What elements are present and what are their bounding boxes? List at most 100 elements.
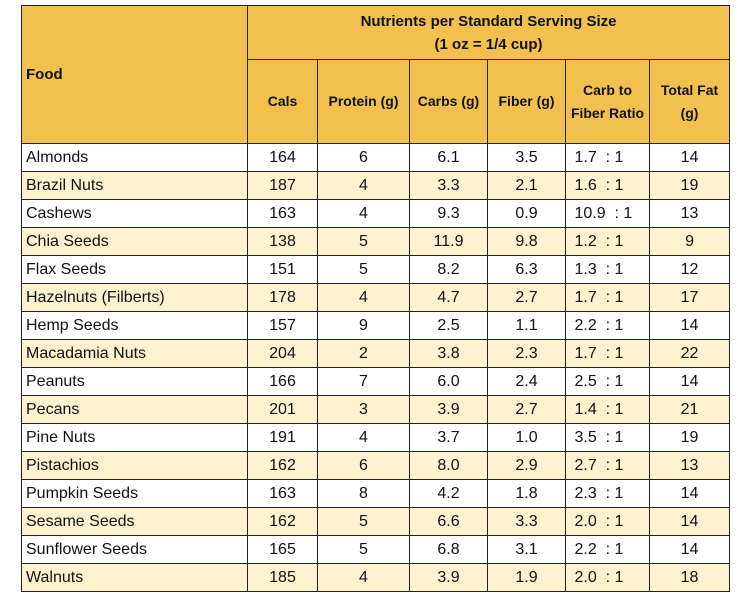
ratio-cell: 2.7 : 1 bbox=[574, 456, 624, 474]
fiber-cell: 2.3 bbox=[487, 339, 566, 368]
fiber-cell: 2.1 bbox=[487, 171, 566, 200]
carbs-cell: 8.0 bbox=[409, 451, 488, 480]
protein-cell: 5 bbox=[317, 255, 410, 284]
table-row: Pine Nuts 191 4 3.7 1.0 3.5 : 1 19 bbox=[21, 423, 731, 452]
ratio-cell-wrap: 3.5 : 1 bbox=[565, 423, 650, 452]
fat-cell: 9 bbox=[648, 227, 731, 256]
food-cell: Brazil Nuts bbox=[21, 171, 248, 200]
protein-cell: 5 bbox=[317, 227, 410, 256]
table-row: Pumpkin Seeds 163 8 4.2 1.8 2.3 : 1 14 bbox=[21, 479, 731, 508]
ratio-cell-wrap: 2.0 : 1 bbox=[565, 563, 650, 592]
carbs-cell: 6.8 bbox=[409, 535, 488, 564]
protein-cell: 7 bbox=[317, 367, 410, 396]
cals-column-header: Cals bbox=[247, 59, 318, 144]
ratio-cell-wrap: 2.7 : 1 bbox=[565, 451, 650, 480]
cals-cell: 166 bbox=[247, 367, 318, 396]
ratio-cell: 1.7 : 1 bbox=[574, 288, 624, 306]
protein-cell: 5 bbox=[317, 535, 410, 564]
ratio-cell-wrap: 2.5 : 1 bbox=[565, 367, 650, 396]
cals-cell: 163 bbox=[247, 479, 318, 508]
fat-cell: 14 bbox=[648, 535, 731, 564]
table-row: Pistachios 162 6 8.0 2.9 2.7 : 1 13 bbox=[21, 451, 731, 480]
protein-cell: 6 bbox=[317, 451, 410, 480]
table-row: Almonds 164 6 6.1 3.5 1.7 : 1 14 bbox=[21, 143, 731, 172]
fat-cell: 14 bbox=[648, 367, 731, 396]
ratio-cell: 1.7 : 1 bbox=[574, 344, 624, 362]
fiber-cell: 2.7 bbox=[487, 283, 566, 312]
food-cell: Flax Seeds bbox=[21, 255, 248, 284]
ratio-cell-wrap: 1.7 : 1 bbox=[565, 339, 650, 368]
ratio-cell-wrap: 1.7 : 1 bbox=[565, 143, 650, 172]
fat-cell: 14 bbox=[648, 507, 731, 536]
carbs-cell: 9.3 bbox=[409, 199, 488, 228]
ratio-cell-wrap: 1.6 : 1 bbox=[565, 171, 650, 200]
protein-cell: 8 bbox=[317, 479, 410, 508]
table-row: Hazelnuts (Filberts) 178 4 4.7 2.7 1.7 : 1 17 bbox=[21, 283, 731, 312]
protein-cell: 4 bbox=[317, 423, 410, 452]
table-row: Peanuts 166 7 6.0 2.4 2.5 : 1 14 bbox=[21, 367, 731, 396]
food-cell: Sunflower Seeds bbox=[21, 535, 248, 564]
cals-cell: 138 bbox=[247, 227, 318, 256]
cals-cell: 204 bbox=[247, 339, 318, 368]
carbs-cell: 4.7 bbox=[409, 283, 488, 312]
food-cell: Peanuts bbox=[21, 367, 248, 396]
protein-cell: 3 bbox=[317, 395, 410, 424]
carbs-cell: 3.3 bbox=[409, 171, 488, 200]
fiber-cell: 2.4 bbox=[487, 367, 566, 396]
protein-cell: 4 bbox=[317, 199, 410, 228]
table-row: Hemp Seeds 157 9 2.5 1.1 2.2 : 1 14 bbox=[21, 311, 731, 340]
protein-cell: 4 bbox=[317, 283, 410, 312]
fiber-cell: 2.9 bbox=[487, 451, 566, 480]
fiber-cell: 2.7 bbox=[487, 395, 566, 424]
ratio-cell: 1.4 : 1 bbox=[574, 400, 624, 418]
cals-cell: 187 bbox=[247, 171, 318, 200]
ratio-cell: 2.5 : 1 bbox=[574, 372, 624, 390]
table-row: Sesame Seeds 162 5 6.6 3.3 2.0 : 1 14 bbox=[21, 507, 731, 536]
ratio-cell: 2.3 : 1 bbox=[574, 484, 624, 502]
table-body: Almonds 164 6 6.1 3.5 1.7 : 1 14 Brazil Nuts 18… bbox=[21, 143, 731, 592]
carbs-cell: 3.7 bbox=[409, 423, 488, 452]
food-cell: Pistachios bbox=[21, 451, 248, 480]
cals-cell: 151 bbox=[247, 255, 318, 284]
ratio-cell-wrap: 1.2 : 1 bbox=[565, 227, 650, 256]
food-cell: Cashews bbox=[21, 199, 248, 228]
ratio-cell: 2.0 : 1 bbox=[574, 568, 624, 586]
food-cell: Hemp Seeds bbox=[21, 311, 248, 340]
ratio-cell: 1.3 : 1 bbox=[574, 260, 624, 278]
table-row: Cashews 163 4 9.3 0.9 10.9 : 1 13 bbox=[21, 199, 731, 228]
ratio-cell-wrap: 2.0 : 1 bbox=[565, 507, 650, 536]
fat-header-line2: (g) bbox=[680, 104, 699, 121]
food-cell: Almonds bbox=[21, 143, 248, 172]
fiber-cell: 0.9 bbox=[487, 199, 566, 228]
fat-cell: 14 bbox=[648, 143, 731, 172]
protein-cell: 9 bbox=[317, 311, 410, 340]
nutrition-table-container: Food Nutrients per Standard Serving Size… bbox=[21, 5, 731, 592]
carbs-cell: 3.9 bbox=[409, 563, 488, 592]
fat-cell: 14 bbox=[648, 479, 731, 508]
protein-cell: 6 bbox=[317, 143, 410, 172]
fiber-cell: 3.3 bbox=[487, 507, 566, 536]
carbs-column-header: Carbs (g) bbox=[409, 59, 488, 144]
group-header-line2: (1 oz = 1/4 cup) bbox=[434, 35, 543, 53]
fat-cell: 12 bbox=[648, 255, 731, 284]
ratio-cell-wrap: 1.7 : 1 bbox=[565, 283, 650, 312]
carbs-cell: 3.9 bbox=[409, 395, 488, 424]
ratio-cell-wrap: 1.3 : 1 bbox=[565, 255, 650, 284]
cals-cell: 157 bbox=[247, 311, 318, 340]
cals-cell: 162 bbox=[247, 507, 318, 536]
food-column-header: Food bbox=[21, 5, 248, 144]
fiber-cell: 1.9 bbox=[487, 563, 566, 592]
protein-cell: 4 bbox=[317, 563, 410, 592]
cals-cell: 164 bbox=[247, 143, 318, 172]
fat-cell: 13 bbox=[648, 451, 731, 480]
food-cell: Pine Nuts bbox=[21, 423, 248, 452]
carbs-cell: 8.2 bbox=[409, 255, 488, 284]
fiber-cell: 6.3 bbox=[487, 255, 566, 284]
food-cell: Walnuts bbox=[21, 563, 248, 592]
fat-header-line1: Total Fat bbox=[660, 81, 719, 98]
fat-cell: 13 bbox=[648, 199, 731, 228]
fiber-cell: 3.1 bbox=[487, 535, 566, 564]
ratio-cell: 2.0 : 1 bbox=[574, 512, 624, 530]
cals-cell: 178 bbox=[247, 283, 318, 312]
cals-cell: 165 bbox=[247, 535, 318, 564]
